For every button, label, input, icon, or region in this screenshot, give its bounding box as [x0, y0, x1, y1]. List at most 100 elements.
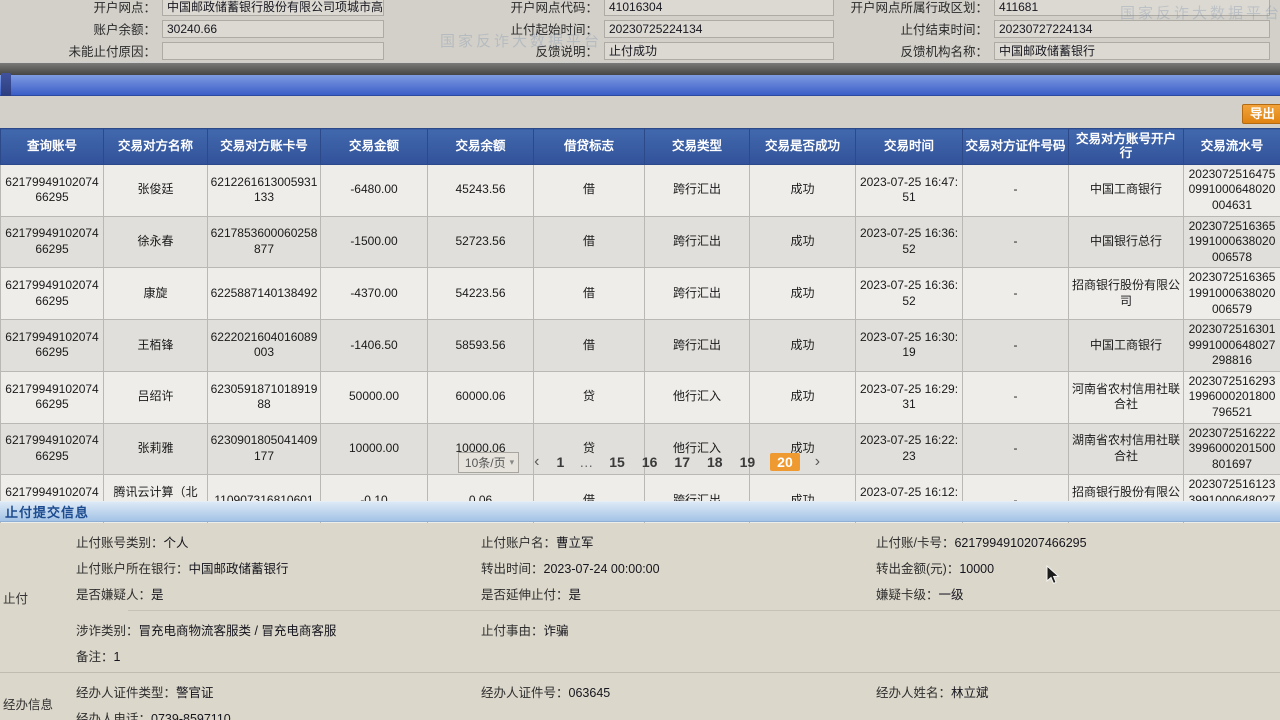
stop-submit-section: 止付 止付账号类别：个人 止付账户名：曹立军 止付账/卡号：621799491020…	[0, 523, 1280, 720]
title-bar	[0, 75, 1280, 96]
page-button[interactable]: 20	[770, 453, 800, 471]
section-divider	[128, 610, 1280, 611]
table-cell: 2023-07-25 16:47:51	[855, 163, 963, 217]
chevron-down-icon: ▾	[509, 456, 515, 467]
feedback-org-field[interactable]: 中国邮政储蓄银行	[994, 41, 1270, 60]
prev-page-button[interactable]: ‹	[534, 453, 540, 470]
branch-code-field[interactable]: 41016304	[604, 0, 834, 16]
table-cell: 20230725163651991000638020006578	[1183, 215, 1280, 269]
table-cell: 20230725163651991000638020006579	[1183, 267, 1280, 321]
form-row: 止付账户所在银行：中国邮政储蓄银行 转出时间：2023-07-24 00:00:0…	[64, 554, 1280, 580]
field-value: 曹立军	[556, 535, 594, 550]
stop-start-time-field[interactable]: 20230725224134	[604, 19, 834, 38]
field-value: 2023-07-24 00:00:00	[543, 561, 660, 576]
stop-submit-section-header: 止付提交信息	[0, 501, 1280, 522]
table-cell: -	[962, 370, 1069, 424]
form-field: 是否嫌疑人：是	[76, 584, 481, 603]
table-cell: 成功	[749, 370, 856, 424]
page-button[interactable]: 18	[707, 454, 723, 470]
page-button[interactable]: 15	[609, 454, 625, 470]
table-cell: 跨行汇出	[644, 163, 750, 217]
table-row[interactable]: 6217994910207466295 吕绍许 623059187101891988…	[0, 370, 1280, 424]
handler-side-label: 经办信息	[3, 698, 54, 712]
table-cell: -1406.50	[320, 319, 428, 372]
form-field: 止付账户名：曹立军	[481, 532, 876, 551]
table-cell: 6217994910207466295	[0, 370, 104, 424]
field-value: 10000	[959, 561, 995, 576]
field-label: 经办人姓名：	[876, 685, 952, 700]
export-button[interactable]: 导出	[1241, 104, 1280, 124]
table-cell: 借	[533, 319, 645, 372]
table-cell: 跨行汇出	[644, 267, 750, 321]
page-button[interactable]: 16	[641, 454, 658, 470]
table-row[interactable]: 6217994910207466295 张莉雅 623090180504140917…	[0, 422, 1280, 476]
form-field: 止付账户所在银行：中国邮政储蓄银行	[76, 558, 481, 577]
table-cell: 吕绍许	[103, 370, 208, 424]
field-label: 止付账户名：	[481, 535, 557, 550]
branch-region-field[interactable]: 411681	[994, 0, 1270, 16]
stop-side-label: 止付	[3, 592, 29, 606]
column-header: 查询账号	[0, 128, 104, 165]
page-button[interactable]: 1	[556, 454, 565, 470]
field-value: 诈骗	[543, 623, 569, 638]
field-value: 6217994910207466295	[954, 535, 1087, 550]
table-row[interactable]: 6217994910207466295 张俊廷 621226161300593113…	[0, 163, 1280, 217]
page-ellipsis: …	[579, 454, 595, 470]
table-cell: 贷	[533, 422, 645, 476]
table-cell: 50000.00	[320, 370, 428, 424]
table-cell: 45243.56	[427, 163, 534, 217]
table-cell: 河南省农村信用社联合社	[1068, 370, 1184, 424]
handler-group: 经办信息 经办人证件类型：警官证 经办人证件号：063645 经办人姓名：林立斌 经办…	[0, 673, 1280, 720]
field-label: 是否嫌疑人：	[76, 587, 152, 602]
page-list: 1 … 15 16 17 18 19 20	[554, 453, 800, 471]
table-cell: 2023-07-25 16:22:23	[855, 422, 963, 476]
page-button[interactable]: 19	[739, 454, 756, 470]
table-cell: 借	[533, 215, 645, 269]
page-button[interactable]: 17	[674, 454, 690, 470]
table-cell: 2023-07-25 16:29:31	[855, 370, 963, 424]
form-field: 止付账/卡号：6217994910207466295	[876, 532, 1280, 551]
form-row: 涉诈类别：冒充电商物流客服类 / 冒充电商客服 止付事由：诈骗	[64, 616, 1280, 642]
table-cell: 6217994910207466295	[0, 267, 104, 321]
column-header: 交易时间	[855, 128, 963, 165]
field-value: 是	[568, 587, 582, 602]
field-value: 中国邮政储蓄银行	[188, 561, 289, 576]
form-field: 止付账号类别：个人	[76, 532, 481, 551]
table-row[interactable]: 6217994910207466295 康旋 6225887140138492 -43…	[0, 267, 1280, 321]
column-header: 交易对方账号开户行	[1068, 128, 1184, 165]
table-row[interactable]: 6217994910207466295 王栢锋 622202160401608900…	[0, 319, 1280, 372]
field-label: 止付起始时间：	[510, 23, 598, 37]
table-cell: -1500.00	[320, 215, 428, 269]
table-cell: 借	[533, 163, 645, 217]
table-cell: 他行汇入	[644, 422, 750, 476]
table-cell: 招商银行股份有限公司	[1068, 267, 1184, 321]
account-balance-field[interactable]: 30240.66	[162, 19, 384, 38]
stop-end-time-field[interactable]: 20230727224134	[994, 19, 1270, 38]
feedback-note-field[interactable]: 止付成功	[604, 41, 834, 60]
bank-branch-field[interactable]: 中国邮政储蓄银行股份有限公司项城市高寺…	[162, 0, 384, 16]
next-page-button[interactable]: ›	[814, 453, 821, 470]
form-field: 经办人电话：0739-8597110	[76, 708, 481, 720]
field-label: 止付结束时间：	[900, 23, 988, 37]
fail-reason-field[interactable]	[162, 41, 384, 60]
table-cell: 成功	[749, 163, 856, 217]
table-cell: 20230725163019991000648027298816	[1183, 319, 1280, 372]
field-value: 个人	[163, 535, 189, 550]
page-size-select[interactable]: 10条/页 ▾	[457, 451, 520, 473]
field-value: 是	[151, 587, 164, 602]
transactions-table-wrapper: 查询账号 交易对方名称 交易对方账卡号 交易金额 交易余额 借贷标志 交易类型 交易是否成功交…	[0, 128, 1280, 579]
field-label: 转出时间：	[481, 561, 544, 576]
title-bar-tab	[1, 73, 11, 97]
table-cell: 6217994910207466295	[0, 163, 104, 217]
table-row[interactable]: 6217994910207466295 徐永春 621785360006025887…	[0, 215, 1280, 269]
column-header: 交易对方证件号码	[962, 128, 1069, 165]
table-toolbar: 导出	[0, 96, 1280, 128]
table-cell: 康旋	[103, 267, 208, 321]
table-cell: 6217994910207466295	[0, 319, 104, 372]
field-value: 林立斌	[951, 685, 989, 700]
field-label: 止付账户所在银行：	[76, 561, 189, 576]
table-cell: 张莉雅	[103, 422, 208, 476]
pagination: 10条/页 ▾ ‹ 1 … 15 16 17 18 19 20 ›	[0, 446, 1280, 478]
table-cell: 623059187101891988	[207, 370, 321, 424]
field-label: 账户余额：	[93, 23, 156, 37]
